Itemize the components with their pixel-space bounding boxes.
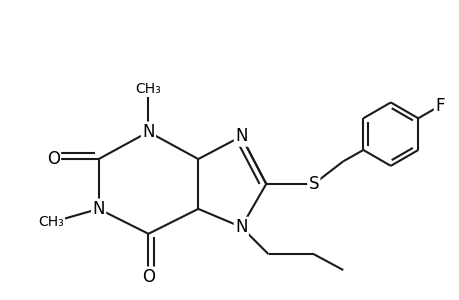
Text: CH₃: CH₃ bbox=[38, 215, 64, 230]
Text: N: N bbox=[235, 128, 247, 146]
Text: S: S bbox=[308, 175, 319, 193]
Text: O: O bbox=[47, 150, 60, 168]
Text: N: N bbox=[235, 218, 247, 236]
Text: CH₃: CH₃ bbox=[135, 82, 161, 96]
Text: O: O bbox=[142, 268, 155, 286]
Text: N: N bbox=[142, 123, 154, 141]
Text: F: F bbox=[434, 97, 444, 115]
Text: N: N bbox=[92, 200, 105, 218]
